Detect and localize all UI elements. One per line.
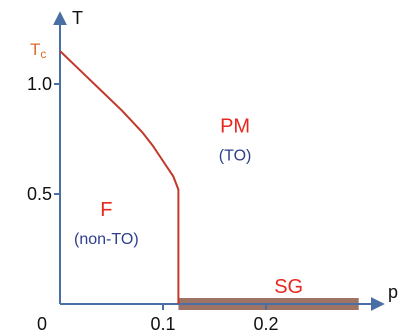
- y-tick-label: 0.5: [27, 184, 52, 204]
- x-tick-label: 0.2: [253, 314, 278, 334]
- phase-boundary-line: [59, 50, 180, 304]
- region-sublabel-f: (non-TO): [74, 231, 139, 248]
- region-label-f: F: [100, 199, 112, 221]
- y-axis-title: T: [72, 8, 83, 28]
- tc-label: Tc: [30, 40, 46, 61]
- x-tick-label: 0.1: [150, 314, 175, 334]
- tick-labels: 0.1 0.2 1.0 0.5: [27, 74, 279, 334]
- region-labels: PM (TO) F (non-TO) SG: [74, 115, 303, 298]
- region-label-pm: PM: [220, 115, 250, 137]
- region-label-sg: SG: [274, 276, 303, 298]
- tick-marks: [54, 83, 267, 310]
- region-sublabel-pm: (TO): [219, 147, 252, 164]
- y-tick-label: 1.0: [27, 74, 52, 94]
- origin-label: 0: [37, 314, 47, 334]
- x-axis-title: p: [388, 282, 398, 302]
